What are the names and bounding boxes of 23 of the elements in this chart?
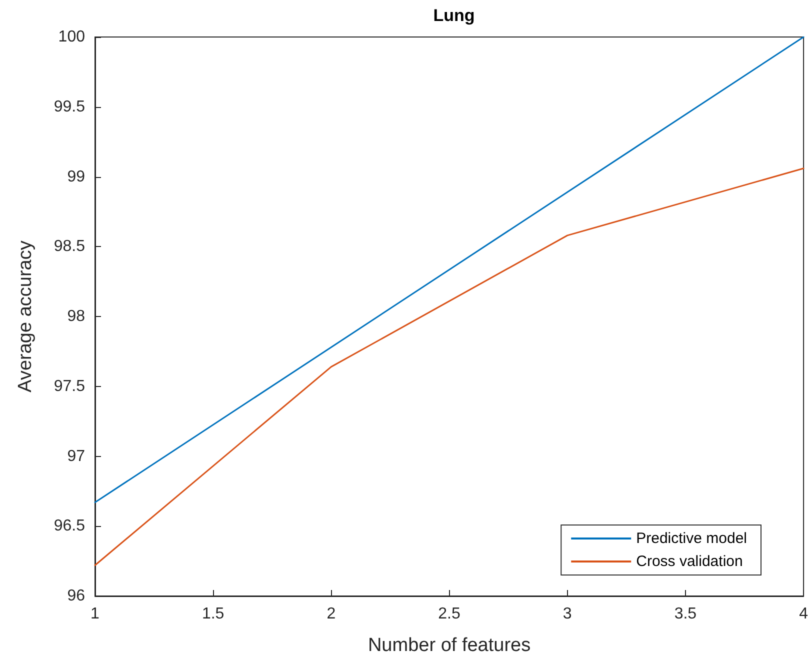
y-tick-label: 99 [67, 168, 86, 186]
line-series [94, 168, 804, 566]
y-tick-label: 96 [67, 588, 86, 604]
legend-label: Cross validation [636, 553, 743, 570]
x-tick-label: 2.5 [438, 606, 460, 622]
y-tick-label: 99.5 [54, 98, 86, 116]
chart-title: Lung [433, 6, 475, 25]
y-axis-title: Average accuracy [15, 240, 36, 392]
y-tick-label: 97 [67, 448, 86, 465]
y-tick-label: 98 [67, 308, 86, 325]
x-tick-label: 3.5 [674, 606, 697, 622]
x-tick-label: 1.5 [202, 606, 224, 622]
x-axis-title: Number of features [368, 635, 531, 656]
x-tick-label: 2 [326, 606, 336, 622]
x-tick-label: 1 [90, 606, 100, 622]
y-tick-label: 97.5 [54, 378, 86, 395]
y-tick-label: 100 [58, 28, 86, 46]
y-tick-label: 96.5 [54, 518, 86, 535]
line-series [94, 36, 804, 504]
y-tick-label: 98.5 [54, 238, 86, 256]
legend-label: Predictive model [636, 530, 748, 547]
x-tick-label: 3 [562, 606, 572, 622]
x-tick-label: 4 [799, 606, 808, 622]
